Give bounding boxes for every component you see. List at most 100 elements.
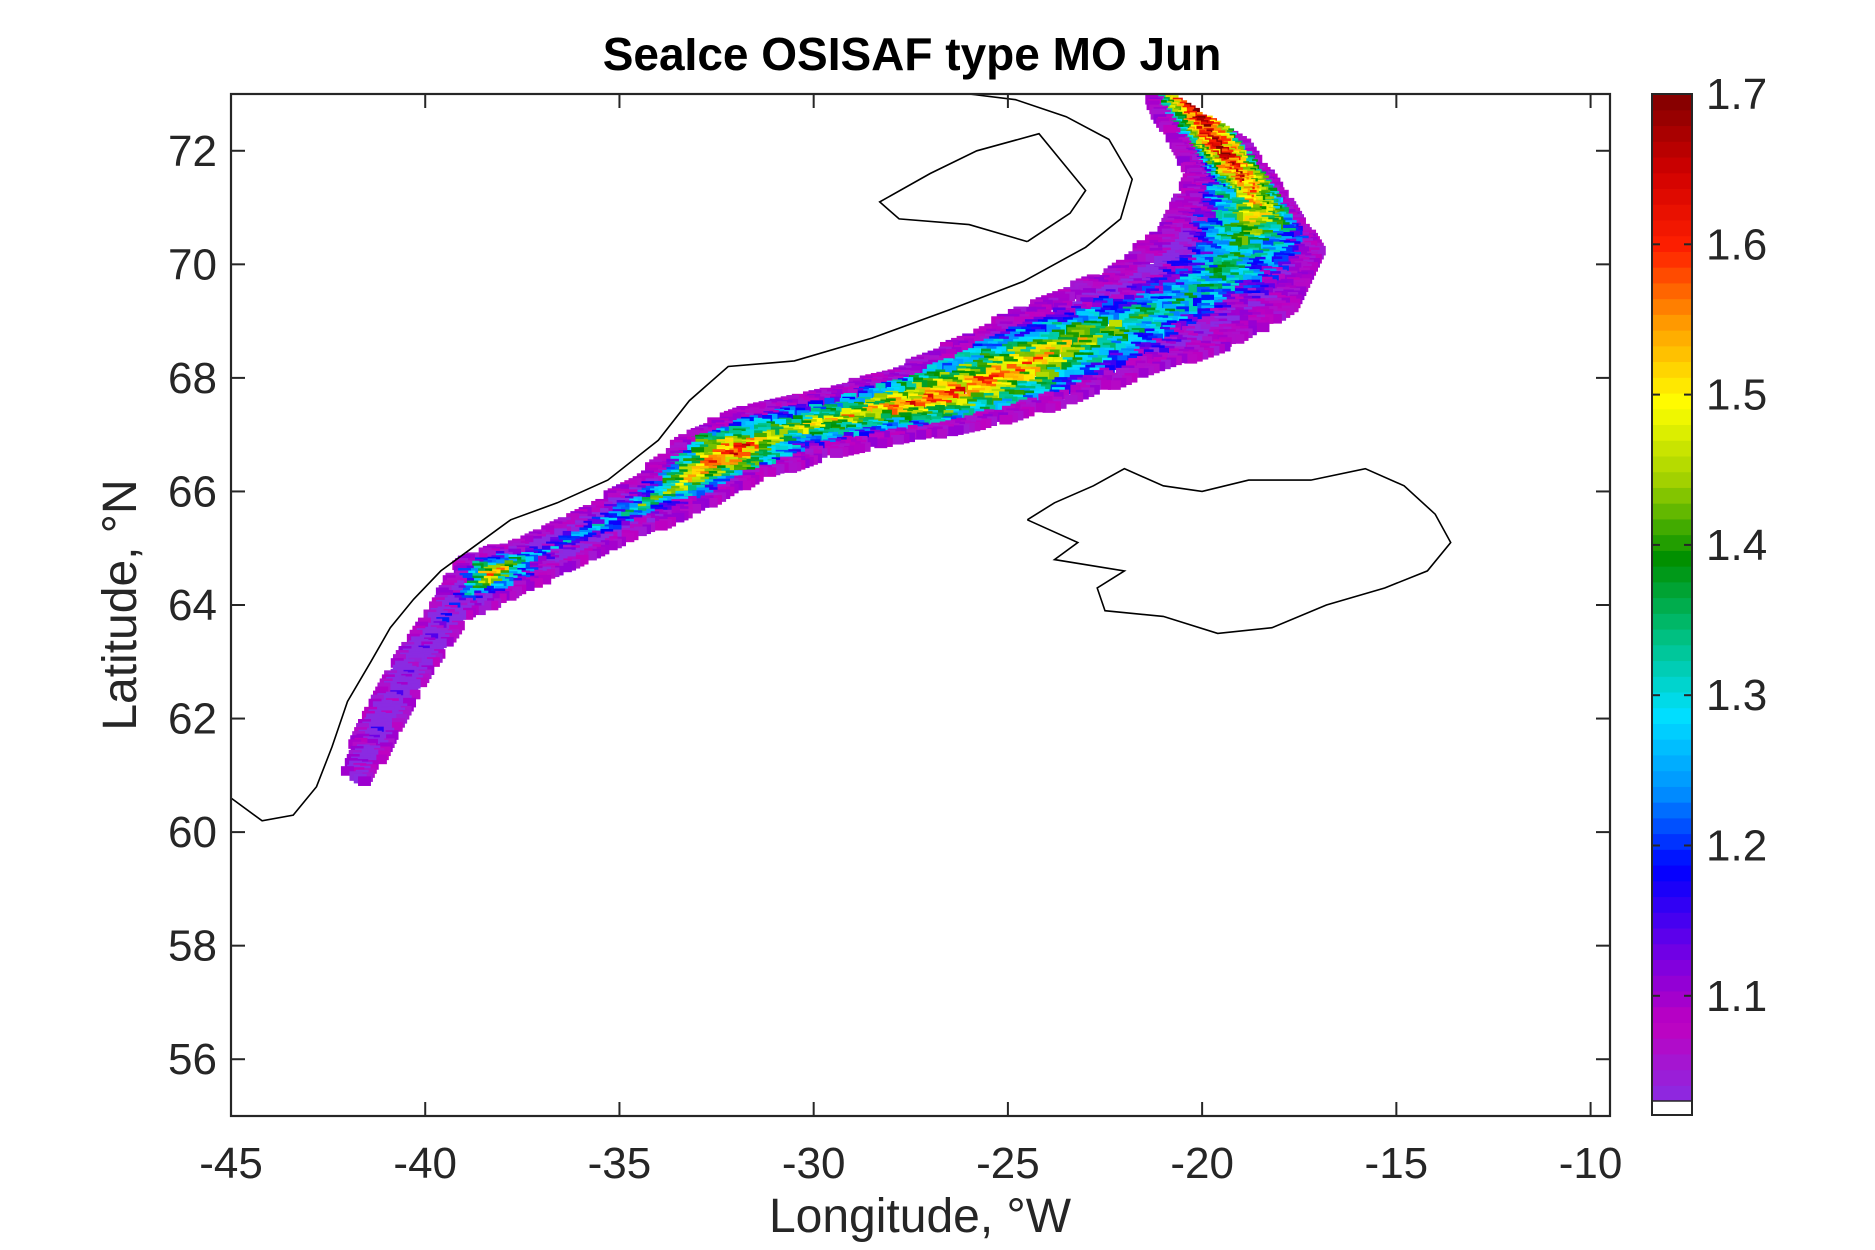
ice-cell <box>877 413 891 423</box>
ice-cell <box>538 574 552 585</box>
ice-cell <box>478 600 492 611</box>
ice-cell <box>1098 380 1111 390</box>
ice-cell <box>520 535 534 546</box>
y-tick-label: 70 <box>168 240 217 289</box>
y-axis: 56 58 60 62 64 66 68 70 72 <box>168 127 1610 1084</box>
colorbar-nan-swatch <box>1651 1100 1693 1116</box>
x-tick-label: -45 <box>199 1139 263 1188</box>
ice-cell <box>482 550 496 560</box>
colorbar-step <box>1652 849 1692 866</box>
colorbar-step <box>1652 880 1692 898</box>
ice-cell <box>472 605 486 616</box>
ice-cell <box>1137 272 1151 283</box>
plot-area <box>229 92 1612 1118</box>
ice-cell <box>1067 384 1081 395</box>
ice-cell <box>430 642 444 653</box>
ice-cell <box>913 430 927 440</box>
colorbar-step <box>1652 440 1692 457</box>
ice-cell <box>407 689 421 700</box>
colorbar-step <box>1652 833 1692 850</box>
scoresby-sund-outline <box>878 132 1087 243</box>
ice-cell <box>396 688 410 699</box>
ice-cell <box>943 365 957 375</box>
x-tick-label: -30 <box>782 1139 846 1188</box>
ice-cell <box>486 593 500 603</box>
ice-cell <box>1132 253 1146 264</box>
ice-cell <box>503 591 517 601</box>
ice-cell <box>1238 274 1252 285</box>
ice-cell <box>340 766 354 776</box>
ice-cell <box>440 636 454 647</box>
ice-cell <box>1010 316 1024 327</box>
colorbar-step <box>1652 912 1692 929</box>
ice-cell <box>358 776 371 786</box>
ice-cell <box>692 490 705 500</box>
ice-cell <box>1184 354 1198 364</box>
ice-cell <box>392 675 406 686</box>
ice-cell <box>549 530 563 541</box>
y-tick-label: 62 <box>168 695 217 744</box>
colorbar-step <box>1652 1053 1692 1071</box>
ice-cell <box>671 512 685 523</box>
colorbar-step <box>1652 754 1692 772</box>
colorbar-step <box>1652 345 1692 363</box>
ice-cell <box>763 467 777 477</box>
ice-cell <box>426 657 440 667</box>
colorbar-step <box>1652 109 1692 127</box>
coastline-layer <box>230 93 1452 822</box>
ice-cell <box>1243 320 1257 330</box>
ice-cell <box>1169 201 1183 212</box>
colorbar-tick-label: 1.6 <box>1706 220 1767 269</box>
colorbar-step <box>1652 377 1692 394</box>
y-tick-label: 58 <box>168 922 217 971</box>
ice-cell <box>1184 306 1198 316</box>
ice-cell <box>436 599 450 610</box>
ice-cell <box>533 538 547 549</box>
ice-cell <box>558 562 572 573</box>
ice-cell <box>1176 156 1190 166</box>
ice-cell <box>1256 322 1270 333</box>
colorbar-step <box>1652 298 1692 315</box>
ice-cell <box>529 578 543 588</box>
colorbar-step <box>1652 927 1692 945</box>
colorbar-step <box>1652 534 1692 551</box>
ice-cell <box>654 520 668 531</box>
ice-cell <box>1064 394 1078 405</box>
colorbar-frame <box>1651 93 1693 1116</box>
x-tick-label: -35 <box>588 1139 652 1188</box>
ice-cell <box>373 754 387 765</box>
ice-cell <box>389 722 403 732</box>
ice-cell <box>784 463 798 473</box>
ice-cell <box>924 380 938 391</box>
colorbar-step <box>1652 125 1692 142</box>
ice-cell <box>864 437 878 447</box>
ice-cell <box>521 581 535 591</box>
ice-cell <box>688 503 702 514</box>
colorbar-step <box>1652 94 1692 111</box>
x-tick-label: -25 <box>976 1139 1040 1188</box>
ice-cell <box>460 610 474 620</box>
colorbar-step <box>1652 518 1692 536</box>
ice-cell <box>829 448 843 458</box>
colorbar-step <box>1652 361 1692 378</box>
ice-cell <box>999 414 1013 425</box>
ice-cell <box>1188 297 1202 308</box>
ice-cell <box>1032 402 1046 413</box>
ice-cell <box>1122 360 1136 371</box>
ice-cell <box>1124 254 1138 264</box>
ice-cell <box>874 438 888 449</box>
colorbar-step <box>1652 581 1692 599</box>
colorbar-step <box>1652 613 1692 630</box>
ice-cell <box>1061 369 1075 380</box>
colorbar-step <box>1652 314 1692 331</box>
greenland-coastline <box>230 93 1134 822</box>
colorbar-step <box>1652 1085 1692 1102</box>
x-tick-label: -20 <box>1170 1139 1234 1188</box>
x-tick-label: -40 <box>393 1139 457 1188</box>
ice-cell <box>1042 403 1056 413</box>
colorbar-step <box>1652 251 1692 268</box>
ice-cell <box>414 677 428 688</box>
ice-cell <box>738 480 752 491</box>
colorbar-step <box>1652 392 1692 410</box>
colorbar-step <box>1652 141 1692 158</box>
